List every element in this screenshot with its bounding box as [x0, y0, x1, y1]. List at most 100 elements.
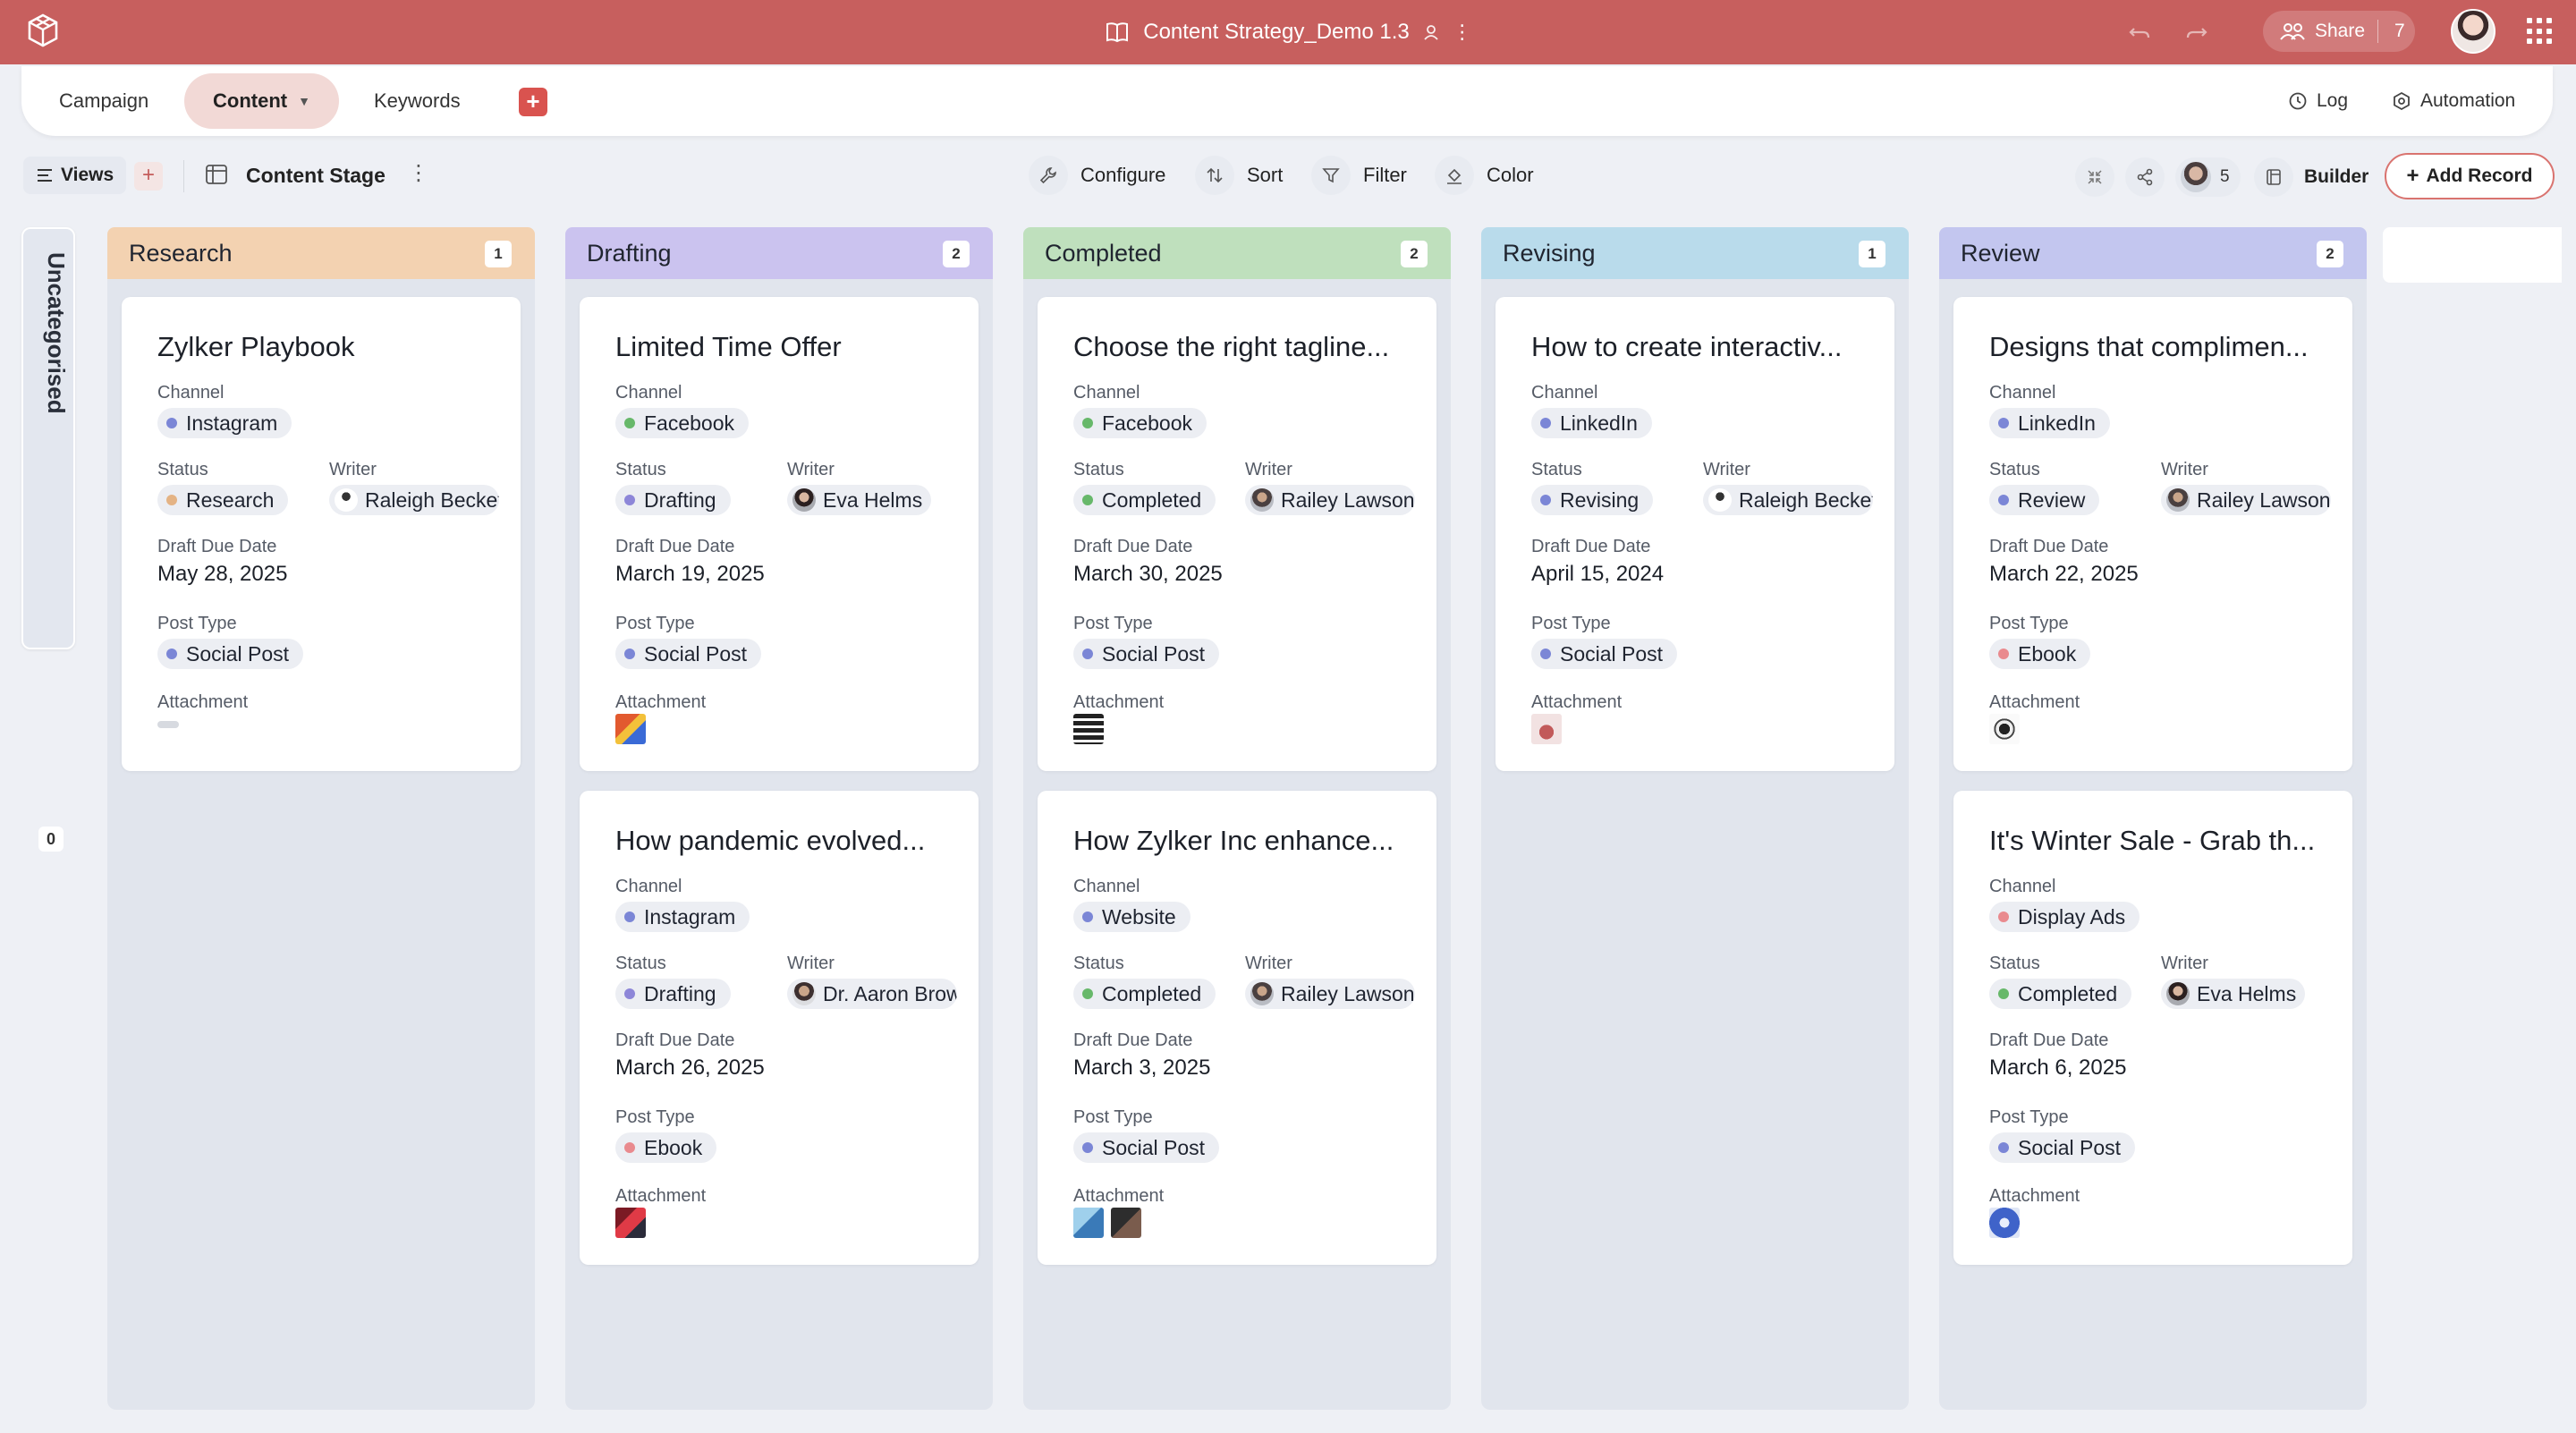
- record-card[interactable]: It's Winter Sale - Grab th... Channel Di…: [1953, 791, 2352, 1265]
- redo-icon[interactable]: [2184, 20, 2209, 45]
- post-type-value: Ebook: [2018, 641, 2077, 666]
- share-button[interactable]: Share 7: [2263, 11, 2415, 52]
- record-card[interactable]: Zylker Playbook Channel Instagram Status…: [122, 297, 521, 771]
- app-logo-icon[interactable]: [25, 13, 61, 48]
- app-title[interactable]: Content Strategy_Demo 1.3: [1143, 20, 1410, 44]
- views-button[interactable]: Views: [23, 157, 127, 194]
- add-record-button[interactable]: + Add Record: [2385, 153, 2555, 199]
- writer-value: Raleigh Becket: [1739, 488, 1873, 512]
- user-avatar[interactable]: [2451, 9, 2496, 54]
- collaborator-avatar: [2181, 162, 2211, 192]
- status-value: Completed: [1102, 488, 1202, 512]
- column-header[interactable]: Research 1: [107, 227, 535, 279]
- channel-pill: LinkedIn: [1531, 408, 1652, 438]
- attachment-thumbnail[interactable]: [1989, 714, 2020, 744]
- sort-button[interactable]: Sort: [1195, 155, 1283, 196]
- attachment-label: Attachment: [1989, 692, 2080, 712]
- writer-avatar: [1708, 488, 1732, 512]
- undo-icon[interactable]: [2127, 20, 2152, 45]
- add-view-button[interactable]: +: [134, 162, 163, 191]
- due-date-label: Draft Due Date: [615, 1030, 735, 1050]
- status-label: Status: [1989, 460, 2040, 479]
- post-type-value: Social Post: [1560, 641, 1664, 666]
- due-date-value: May 28, 2025: [157, 562, 288, 586]
- attachment-thumbnail[interactable]: [1531, 714, 1562, 744]
- collaborators-count: 5: [2220, 167, 2230, 186]
- attachment-label: Attachment: [1531, 692, 1623, 712]
- tab-campaign[interactable]: Campaign: [30, 73, 177, 129]
- add-record-label: Add Record: [2426, 165, 2533, 186]
- tab-content[interactable]: Content ▼: [184, 73, 339, 129]
- status-value: Review: [2018, 488, 2086, 512]
- toolbar-divider: [183, 160, 184, 192]
- status-value: Completed: [1102, 981, 1202, 1005]
- attachment-thumbnail[interactable]: [1073, 1208, 1104, 1238]
- channel-pill: Instagram: [615, 902, 750, 932]
- configure-button[interactable]: Configure: [1029, 155, 1165, 196]
- automation-button[interactable]: Automation: [2392, 82, 2515, 120]
- status-label: Status: [1073, 954, 1124, 973]
- writer-pill: Eva Helms: [787, 485, 932, 515]
- attachment-thumbnail[interactable]: [615, 714, 646, 744]
- column-research: Research 1 Zylker Playbook Channel Insta…: [107, 227, 535, 1410]
- channel-label: Channel: [1531, 383, 1598, 403]
- add-tab-button[interactable]: +: [519, 88, 547, 116]
- share-nodes-icon[interactable]: [2125, 157, 2165, 197]
- attachment-label: Attachment: [1989, 1186, 2080, 1206]
- attachment-thumbnail[interactable]: [1989, 1208, 2020, 1238]
- paint-bucket-icon: [1435, 156, 1474, 195]
- builder-button[interactable]: Builder: [2254, 157, 2368, 198]
- column-header[interactable]: Completed 2: [1023, 227, 1451, 279]
- post-type-value: Social Post: [2018, 1135, 2122, 1159]
- record-card[interactable]: How pandemic evolved... Channel Instagra…: [580, 791, 979, 1265]
- card-title: Limited Time Offer: [615, 331, 842, 362]
- view-more-icon[interactable]: ⋮: [408, 161, 429, 185]
- column-header[interactable]: Review 2: [1939, 227, 2367, 279]
- apps-grid-icon[interactable]: [2527, 18, 2554, 45]
- record-card[interactable]: Choose the right tagline... Channel Face…: [1038, 297, 1436, 771]
- color-button[interactable]: Color: [1435, 155, 1534, 196]
- writer-value: Railey Lawson: [1281, 488, 1415, 512]
- status-value: Research: [186, 488, 275, 512]
- add-column-placeholder[interactable]: [2383, 227, 2562, 283]
- share-label: Share: [2315, 21, 2366, 41]
- view-name[interactable]: Content Stage: [246, 164, 386, 187]
- writer-label: Writer: [787, 954, 835, 973]
- chevron-down-icon[interactable]: ▼: [298, 94, 310, 108]
- attachment-label: Attachment: [157, 692, 249, 712]
- uncategorised-count: 0: [38, 827, 64, 852]
- column-count: 1: [1859, 241, 1885, 267]
- writer-avatar: [1250, 982, 1274, 1005]
- record-card[interactable]: Designs that complimen... Channel Linked…: [1953, 297, 2352, 771]
- collaborators-button[interactable]: 5: [2175, 157, 2241, 197]
- configure-label: Configure: [1080, 164, 1166, 186]
- post-type-pill: Ebook: [615, 1132, 717, 1163]
- status-pill: Review: [1989, 485, 2100, 515]
- lock-person-icon[interactable]: [1422, 23, 1440, 41]
- status-pill: Completed: [1073, 485, 1216, 515]
- column-header[interactable]: Drafting 2: [565, 227, 993, 279]
- post-type-value: Social Post: [644, 641, 748, 666]
- column-drafting: Drafting 2 Limited Time Offer Channel Fa…: [565, 227, 993, 1410]
- filter-button[interactable]: Filter: [1311, 155, 1407, 196]
- attachment-thumbnail[interactable]: [1073, 714, 1104, 744]
- uncategorised-column[interactable]: Uncategorised 0: [21, 227, 75, 852]
- attachment-thumbnail[interactable]: [615, 1208, 646, 1238]
- attachment-thumbnail[interactable]: [157, 721, 179, 728]
- record-card[interactable]: How to create interactiv... Channel Link…: [1496, 297, 1894, 771]
- title-more-icon[interactable]: ⋮: [1452, 21, 1472, 43]
- attachment-thumbnail[interactable]: [1111, 1208, 1141, 1238]
- collapse-icon[interactable]: [2075, 157, 2114, 197]
- top-bar: Content Strategy_Demo 1.3 ⋮ Share 7: [0, 0, 2576, 64]
- tab-keywords[interactable]: Keywords: [345, 73, 489, 129]
- record-card[interactable]: Limited Time Offer Channel Facebook Stat…: [580, 297, 979, 771]
- card-title: How pandemic evolved...: [615, 825, 926, 856]
- filter-funnel-icon: [1311, 156, 1351, 195]
- post-type-pill: Social Post: [615, 639, 762, 669]
- channel-pill: Facebook: [1073, 408, 1208, 438]
- record-card[interactable]: How Zylker Inc enhance... Channel Websit…: [1038, 791, 1436, 1265]
- writer-label: Writer: [2161, 460, 2208, 479]
- view-tools: 5: [2075, 157, 2241, 198]
- log-button[interactable]: Log: [2288, 82, 2348, 120]
- column-header[interactable]: Revising 1: [1481, 227, 1909, 279]
